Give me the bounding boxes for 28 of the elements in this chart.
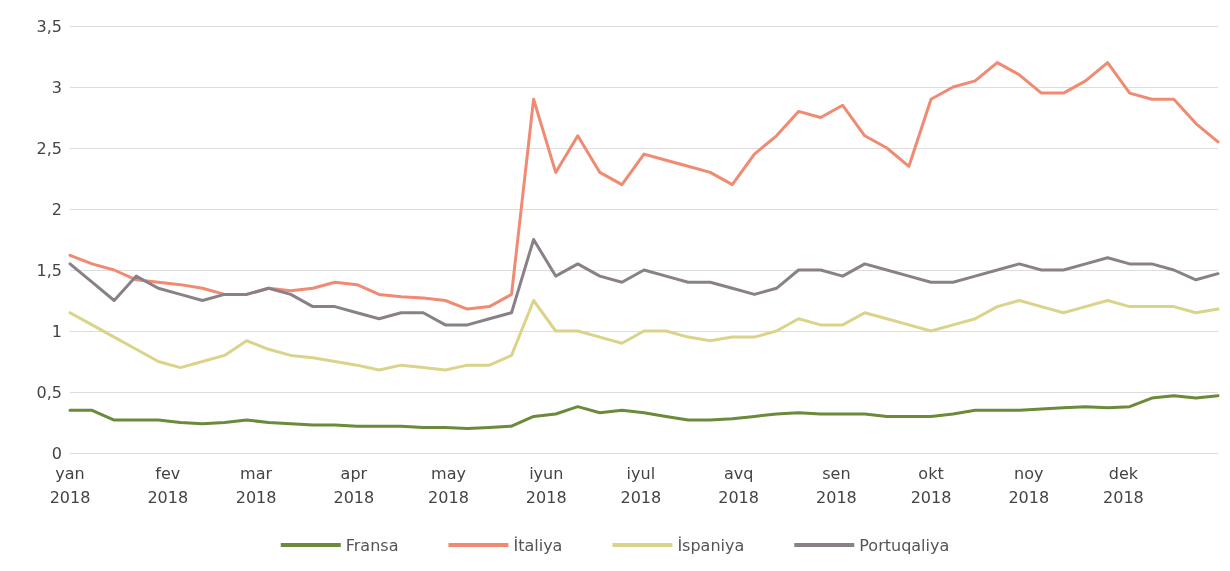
x-tick-label: dek 2018 [1103,463,1144,507]
line-series [68,299,1220,372]
y-tick-label: 1 [51,321,62,341]
legend-label: İspaniya [677,535,745,555]
x-tick-label: yan 2018 [49,463,91,507]
legend-label: Fransa [345,535,399,555]
y-tick-label: 0,5 [36,382,62,402]
x-tick-label: iyun 2018 [525,463,567,507]
y-tick-label: 1,5 [36,260,62,280]
line-series [68,61,1220,311]
x-tick-label: sen 2018 [816,463,857,507]
x-tick-label: iyul 2018 [620,463,662,507]
y-tick-label: 3 [51,77,62,97]
legend-label: Portuqaliya [859,535,950,555]
y-tick-label: 3,5 [36,16,62,36]
line-series [68,394,1220,431]
y-tick-label: 2 [51,199,62,219]
x-tick-label: may 2018 [428,463,469,507]
line-series [68,238,1220,327]
x-tick-label: apr 2018 [333,463,375,507]
x-tick-label: mar 2018 [235,463,277,507]
y-tick-label: 0 [51,443,62,463]
legend-label: İtaliya [513,535,563,555]
y-tick-label: 2,5 [36,138,62,158]
x-tick-label: avq 2018 [718,463,759,507]
x-tick-label: noy 2018 [1008,463,1050,507]
x-tick-label: fev 2018 [147,463,189,507]
x-tick-label: okt 2018 [910,463,952,507]
